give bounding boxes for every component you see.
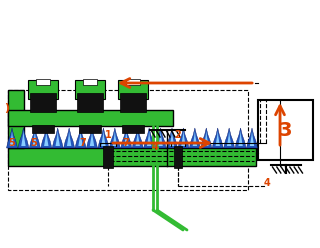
Text: 3: 3 <box>279 121 292 139</box>
Bar <box>28 80 58 99</box>
Polygon shape <box>144 128 155 148</box>
Polygon shape <box>246 128 258 148</box>
Bar <box>30 93 56 112</box>
Text: 5: 5 <box>8 138 15 148</box>
Polygon shape <box>193 131 197 146</box>
Bar <box>8 90 248 190</box>
Text: 7: 7 <box>122 138 129 148</box>
Polygon shape <box>29 128 40 148</box>
Polygon shape <box>212 128 223 148</box>
Polygon shape <box>113 131 117 146</box>
Polygon shape <box>238 131 243 146</box>
Polygon shape <box>147 131 151 146</box>
Polygon shape <box>41 128 52 148</box>
Bar <box>32 125 54 133</box>
Bar <box>258 100 313 160</box>
Polygon shape <box>121 128 132 148</box>
Polygon shape <box>109 128 120 148</box>
Text: ): ) <box>4 103 9 113</box>
Bar <box>8 148 256 166</box>
Polygon shape <box>78 131 83 146</box>
Polygon shape <box>135 131 140 146</box>
Polygon shape <box>64 128 75 148</box>
Bar <box>103 146 113 168</box>
Polygon shape <box>86 128 98 148</box>
Polygon shape <box>98 128 109 148</box>
Polygon shape <box>75 128 86 148</box>
Polygon shape <box>166 128 178 148</box>
Polygon shape <box>67 131 71 146</box>
Polygon shape <box>158 131 163 146</box>
Text: 1: 1 <box>105 130 111 140</box>
Polygon shape <box>201 128 212 148</box>
Bar <box>83 79 97 85</box>
Polygon shape <box>181 131 186 146</box>
Polygon shape <box>44 131 49 146</box>
Bar <box>126 79 140 85</box>
Polygon shape <box>90 131 94 146</box>
Polygon shape <box>21 131 26 146</box>
Polygon shape <box>224 128 235 148</box>
Bar <box>122 125 144 133</box>
Bar <box>118 80 148 99</box>
Text: 4: 4 <box>152 142 159 152</box>
Bar <box>79 125 101 133</box>
Polygon shape <box>52 128 63 148</box>
Polygon shape <box>6 128 18 148</box>
Polygon shape <box>18 128 29 148</box>
Bar <box>8 110 173 126</box>
Polygon shape <box>170 131 174 146</box>
Polygon shape <box>10 131 14 146</box>
Polygon shape <box>178 128 189 148</box>
Polygon shape <box>215 131 220 146</box>
Polygon shape <box>101 131 106 146</box>
Text: 5: 5 <box>30 138 37 148</box>
Bar <box>77 93 103 112</box>
Polygon shape <box>33 131 37 146</box>
Text: 2: 2 <box>175 130 181 140</box>
Polygon shape <box>227 131 231 146</box>
Polygon shape <box>189 128 200 148</box>
Bar <box>36 79 50 85</box>
Polygon shape <box>124 131 129 146</box>
Polygon shape <box>132 128 143 148</box>
Bar <box>8 90 24 148</box>
Polygon shape <box>155 128 166 148</box>
Polygon shape <box>55 131 60 146</box>
Polygon shape <box>204 131 209 146</box>
Bar <box>174 146 182 168</box>
Text: 4: 4 <box>263 178 270 188</box>
Text: 7: 7 <box>79 138 86 148</box>
Bar <box>75 80 105 99</box>
Polygon shape <box>250 131 254 146</box>
Bar <box>120 93 146 112</box>
Polygon shape <box>235 128 246 148</box>
